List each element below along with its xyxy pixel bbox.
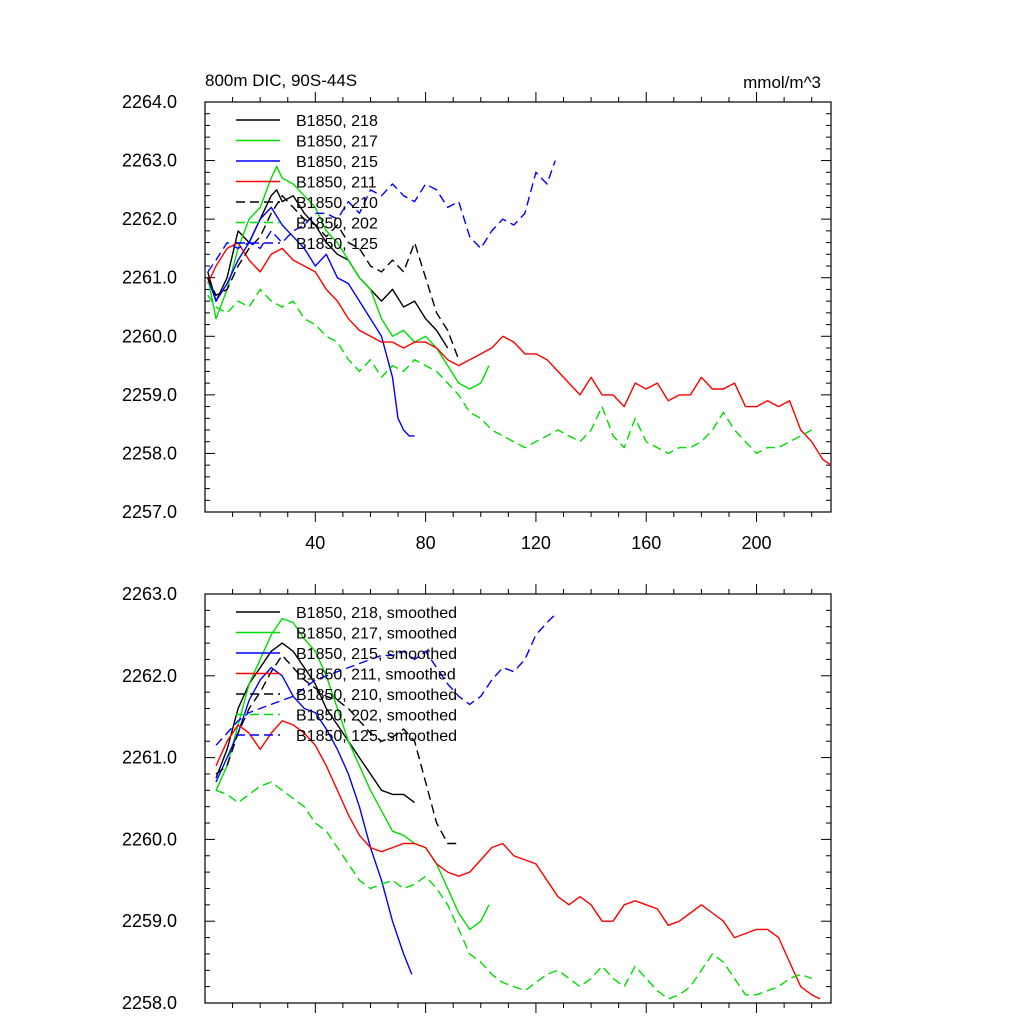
series-line-b1850-218 bbox=[207, 189, 449, 349]
legend-label: B1850, 210, smoothed bbox=[296, 687, 457, 704]
legend-label: B1850, 211 bbox=[296, 175, 377, 192]
y-tick-label: 2264.0 bbox=[122, 92, 177, 112]
y-tick-label: 2260.0 bbox=[122, 326, 177, 346]
y-tick-label: 2259.0 bbox=[122, 911, 177, 931]
series-line-b1850-211 bbox=[207, 241, 832, 466]
y-tick-label: 2258.0 bbox=[122, 443, 177, 463]
legend-label: B1850, 125 bbox=[296, 236, 378, 253]
legend-label: B1850, 215 bbox=[296, 154, 378, 171]
y-tick-label: 2260.0 bbox=[122, 829, 177, 849]
x-tick-label: 120 bbox=[521, 533, 551, 553]
series-line-b1850-125 bbox=[207, 160, 556, 273]
x-tick-label: 80 bbox=[416, 533, 436, 553]
series-line-b1850-211-smoothed bbox=[215, 720, 821, 1000]
legend-label: B1850, 217 bbox=[296, 134, 378, 151]
y-tick-label: 2263.0 bbox=[122, 151, 177, 171]
x-tick-label: 40 bbox=[305, 533, 325, 553]
series-line-b1850-217 bbox=[207, 165, 490, 390]
series-line-b1850-210-smoothed bbox=[215, 654, 459, 845]
legend-label: B1850, 202 bbox=[296, 216, 378, 233]
series-line-b1850-202 bbox=[207, 288, 813, 455]
y-tick-label: 2261.0 bbox=[122, 748, 177, 768]
legend-label: B1850, 210 bbox=[296, 195, 378, 212]
legend-label: B1850, 218 bbox=[296, 113, 378, 130]
series-line-b1850-202-smoothed bbox=[215, 781, 812, 1000]
units-label: mmol/m^3 bbox=[743, 73, 821, 92]
x-tick-label: 160 bbox=[631, 533, 661, 553]
y-tick-label: 2262.0 bbox=[122, 209, 177, 229]
legend-label: B1850, 217, smoothed bbox=[296, 626, 457, 643]
legend-label: B1850, 202, smoothed bbox=[296, 708, 457, 725]
legend-label: B1850, 218, smoothed bbox=[296, 605, 457, 622]
y-tick-label: 2262.0 bbox=[122, 666, 177, 686]
y-tick-label: 2259.0 bbox=[122, 385, 177, 405]
series-line-b1850-210 bbox=[207, 194, 460, 360]
y-tick-label: 2258.0 bbox=[122, 993, 177, 1013]
series-line-b1850-217-smoothed bbox=[215, 617, 490, 931]
bottom-panel: 2258.0 2259.0 2260.0 2261.0 2262.0 2263.0 B185… bbox=[122, 584, 832, 1013]
y-tick-label: 2261.0 bbox=[122, 268, 177, 288]
plot-frame bbox=[204, 593, 832, 1004]
plot-frame bbox=[204, 101, 832, 513]
legend-label: B1850, 215, smoothed bbox=[296, 646, 457, 663]
top-panel: 2257.0 2258.0 2259.0 2260.0 2261.0 2262.0 2263… bbox=[122, 71, 832, 553]
x-tick-label: 200 bbox=[742, 533, 772, 553]
legend-label: B1850, 211, smoothed bbox=[296, 667, 456, 684]
series-line-b1850-215-smoothed bbox=[215, 666, 413, 975]
legend-label: B1850, 125, smoothed bbox=[296, 728, 457, 745]
y-tick-label: 2257.0 bbox=[122, 502, 177, 522]
y-tick-label: 2263.0 bbox=[122, 584, 177, 604]
chart-title: 800m DIC, 90S-44S bbox=[205, 71, 357, 90]
series-line-b1850-125-smoothed bbox=[215, 614, 556, 746]
